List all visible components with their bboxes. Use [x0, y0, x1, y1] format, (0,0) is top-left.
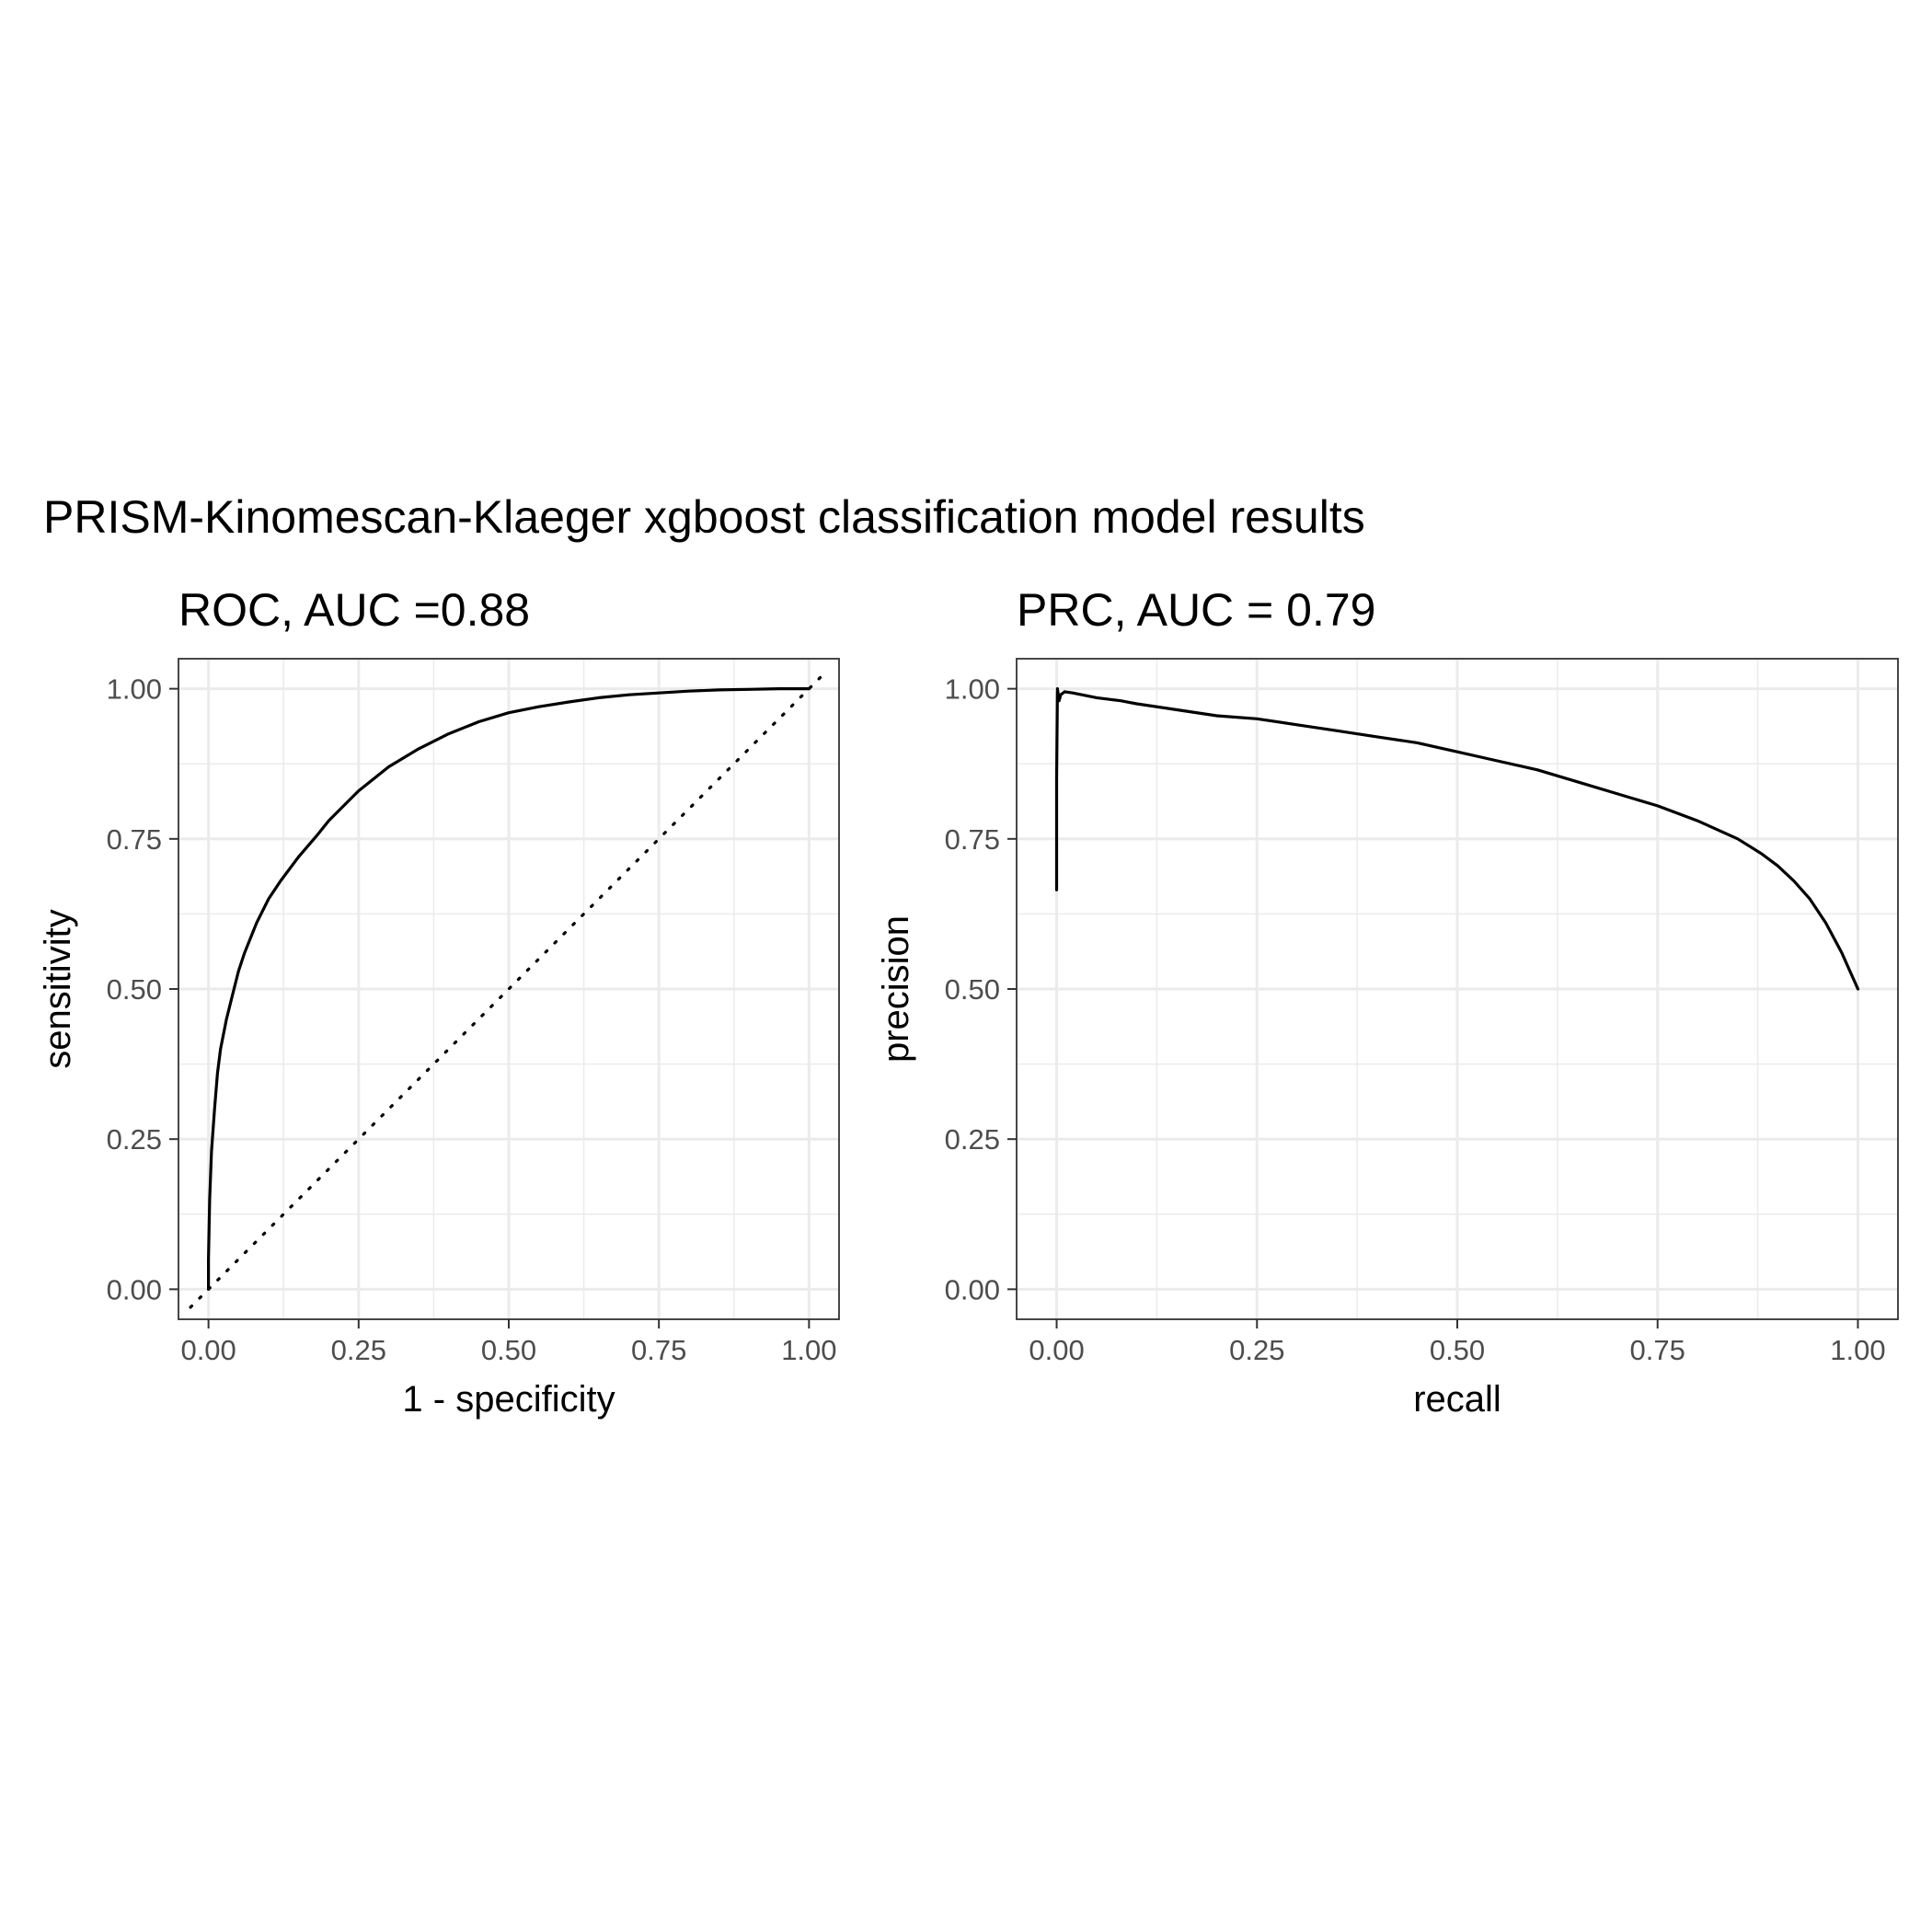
roc-x-tick-label: 0.50 [481, 1334, 536, 1366]
roc-curve [207, 686, 811, 1292]
roc-panel-title: ROC, AUC =0.88 [178, 584, 530, 636]
prc-x-tick-label: 0.50 [1430, 1334, 1485, 1366]
prc-x-tick-label: 0.00 [1029, 1334, 1084, 1366]
roc-y-tick-label: 0.00 [107, 1273, 162, 1305]
prc-y-tick-label: 0.75 [945, 823, 1000, 856]
prc-panel: PRC, AUC = 0.79 0.00 0.25 0.50 0.75 1.00 0.00… [876, 584, 1899, 1420]
roc-x-tick-label: 0.25 [331, 1334, 386, 1366]
prc-curve [1054, 686, 1860, 991]
roc-y-tick-label: 0.75 [107, 823, 162, 856]
roc-panel: ROC, AUC =0.88 0.00 0.25 0.50 0.75 1.00 0.00 0… [38, 584, 840, 1420]
roc-x-axis-label: 1 - specificity [402, 1379, 615, 1420]
prc-x-tick-label: 1.00 [1830, 1334, 1885, 1366]
prc-y-tick-label: 1.00 [945, 673, 1000, 706]
prc-x-tick-label: 0.25 [1229, 1334, 1284, 1366]
roc-reference-line [189, 669, 829, 1309]
roc-y-tick-label: 1.00 [107, 673, 162, 706]
prc-x-tick-label: 0.75 [1630, 1334, 1685, 1366]
prc-y-tick-label: 0.00 [945, 1273, 1000, 1305]
prc-y-axis-label: precision [876, 915, 916, 1063]
roc-y-tick-label: 0.25 [107, 1123, 162, 1156]
roc-x-tick-label: 0.75 [631, 1334, 686, 1366]
roc-x-tick-label: 0.00 [180, 1334, 236, 1366]
prc-x-axis-label: recall [1413, 1379, 1501, 1420]
prc-y-tick-label: 0.50 [945, 973, 1000, 1006]
figure-title: PRISM-Kinomescan-Klaeger xgboost classif… [43, 491, 1365, 543]
prc-y-tick-label: 0.25 [945, 1123, 1000, 1156]
prc-panel-title: PRC, AUC = 0.79 [1017, 584, 1375, 636]
roc-y-axis-label: sensitivity [38, 909, 78, 1068]
roc-x-tick-label: 1.00 [781, 1334, 836, 1366]
roc-y-tick-label: 0.50 [107, 973, 162, 1006]
